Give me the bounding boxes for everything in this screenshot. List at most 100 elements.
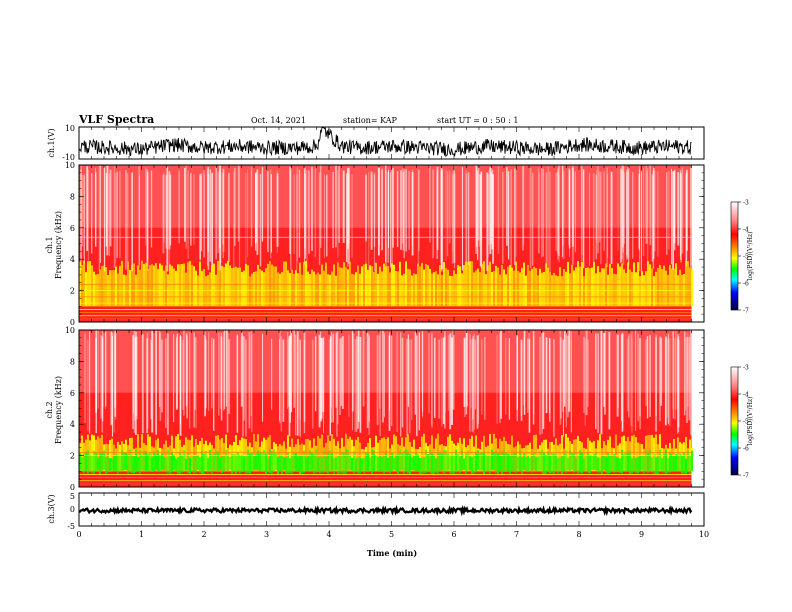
psd-band-segment [293, 273, 295, 307]
y-tick-label: 4 [70, 255, 75, 264]
psd-band-segment [83, 261, 85, 307]
spectrogram-striation [355, 336, 358, 432]
psd-band-segment [241, 271, 243, 307]
ch1-waveform-xticks [78, 127, 705, 159]
spectrogram-striation [646, 170, 649, 244]
psd-band-segment [635, 457, 637, 473]
spectrogram-striation [431, 332, 433, 428]
psd-band-segment [205, 276, 207, 307]
time-tick-label: 2 [201, 530, 206, 539]
spectrogram-striation [628, 335, 630, 418]
psd-band-segment [521, 267, 523, 307]
psd-band-segment [155, 454, 157, 470]
spectrogram-striation [189, 332, 191, 429]
psd-band-segment [347, 269, 349, 307]
spectrogram-striation [351, 332, 354, 431]
spectrogram-striation [478, 174, 481, 247]
psd-band-segment [613, 273, 615, 307]
psd-band-segment [233, 267, 235, 307]
psd-band-segment [159, 454, 161, 472]
spectrogram-striation [411, 172, 414, 256]
psd-band-segment [285, 261, 287, 307]
psd-band-segment [129, 269, 131, 307]
spectrogram-striation [267, 170, 269, 253]
psd-band-segment [461, 273, 463, 307]
spectrogram-striation [311, 166, 313, 251]
spectrogram-striation [584, 338, 586, 426]
psd-band-segment [129, 449, 131, 473]
spectrogram-striation [626, 338, 629, 412]
psd-band-segment [531, 268, 533, 307]
psd-band-segment [273, 266, 275, 307]
psd-band-segment [297, 456, 299, 472]
psd-band-segment [97, 457, 99, 471]
spectrogram-striation [685, 337, 687, 411]
psd-band-segment [567, 437, 569, 472]
psd-band-segment [169, 264, 171, 307]
spectrogram-striation [686, 337, 688, 424]
psd-band-segment [357, 265, 359, 307]
y-tick-label: 8 [70, 192, 75, 201]
psd-band-segment [259, 269, 261, 307]
psd-band-segment [161, 265, 163, 307]
psd-band-segment [203, 268, 205, 307]
psd-band-segment [367, 453, 369, 473]
psd-band-segment [649, 264, 651, 307]
psd-band-segment [605, 263, 607, 307]
psd-band-segment [509, 265, 511, 307]
psd-band-segment [575, 267, 577, 307]
spectrogram-striation [290, 330, 293, 413]
psd-band-segment [309, 273, 311, 307]
spectrogram-striation [168, 171, 171, 250]
psd-band-segment [671, 268, 673, 307]
psd-band-segment [171, 265, 173, 307]
psd-band-segment [675, 263, 677, 307]
psd-band-segment [571, 451, 573, 470]
spectrogram-striation [337, 170, 339, 258]
psd-band-segment [367, 269, 369, 307]
spectrogram-striation [104, 331, 106, 410]
psd-band-segment [361, 458, 363, 471]
psd-band-segment [279, 273, 281, 307]
psd-band-segment [295, 270, 297, 307]
spectrogram-striation [453, 173, 456, 263]
psd-band-segment [403, 273, 405, 307]
psd-band-segment [285, 457, 287, 474]
spectrogram-striation [603, 330, 606, 415]
psd-band-segment [223, 455, 225, 473]
spectrogram-striation [431, 333, 433, 426]
psd-band-segment [391, 263, 393, 307]
spectrogram-striation [610, 171, 613, 264]
spectrogram-striation [677, 333, 679, 434]
spectrogram-striation [558, 165, 560, 256]
psd-band-segment [483, 453, 485, 475]
ch1-spectrogram-heatmap [79, 165, 693, 322]
psd-band-segment [621, 449, 623, 474]
psd-band-segment [547, 451, 549, 473]
psd-band-segment [253, 271, 255, 307]
psd-band-segment [163, 270, 165, 307]
spectrogram-striation [119, 170, 121, 259]
spectrogram-striation [574, 171, 576, 253]
colorbar-tick-label: -6 [743, 281, 749, 288]
psd-band-segment [533, 266, 535, 307]
psd-band-segment [539, 451, 541, 471]
psd-band-segment [651, 457, 653, 473]
psd-band-segment [557, 276, 559, 307]
psd-band-segment [195, 455, 197, 473]
psd-band-segment [303, 450, 305, 473]
psd-band-segment [437, 451, 439, 474]
spectrogram-striation [516, 336, 518, 411]
spectrogram-striation [570, 331, 572, 432]
spectrogram-striation [276, 173, 279, 247]
psd-band-segment [563, 453, 565, 472]
psd-band-segment [381, 438, 383, 472]
psd-band-segment [259, 451, 261, 472]
psd-band-segment [399, 449, 401, 472]
psd-band-segment [533, 452, 535, 470]
psd-band-segment [671, 455, 673, 472]
spectrogram-striation [538, 171, 540, 254]
spectrogram-striation [461, 166, 464, 271]
psd-band-segment [241, 454, 243, 473]
psd-band-segment [359, 273, 361, 307]
